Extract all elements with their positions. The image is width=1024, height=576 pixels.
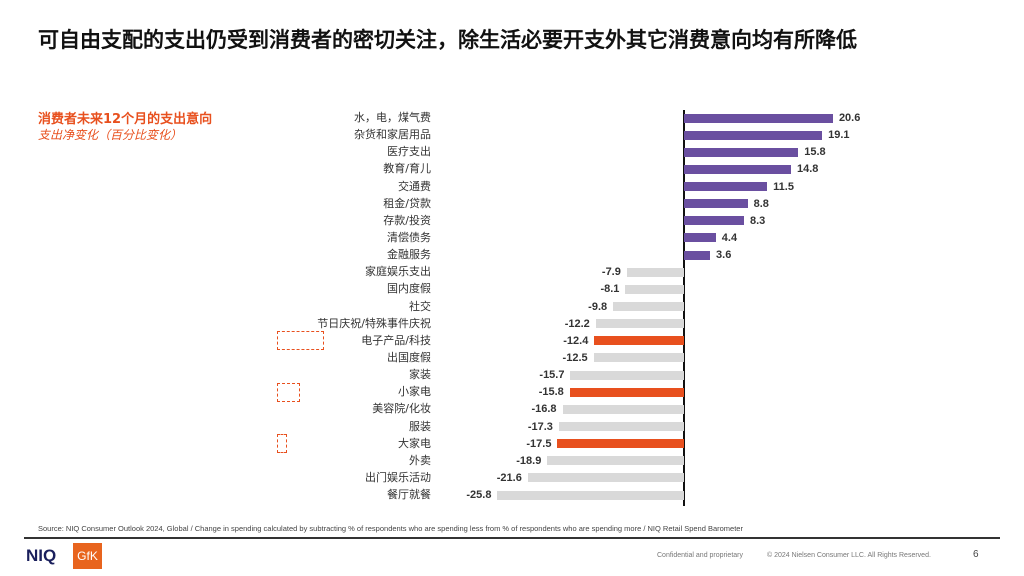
confidential-note: Confidential and proprietary	[657, 552, 743, 559]
data-label: 8.3	[750, 214, 766, 227]
data-label: -17.5	[526, 437, 552, 450]
data-label: -16.8	[531, 403, 557, 416]
category-label: 国内度假	[387, 282, 431, 296]
data-label: 8.8	[753, 197, 769, 210]
data-label: 15.8	[804, 146, 826, 159]
category-label: 外卖	[409, 453, 431, 467]
bar	[684, 216, 744, 226]
category-label: 教育/育儿	[383, 162, 431, 176]
data-label: 4.4	[721, 231, 738, 244]
bar-chart: 水，电，煤气费 20.6 杂货和家居用品 19.1 医疗支出 15.8 教育/育儿 14.8 交…	[277, 110, 861, 506]
bar	[557, 439, 684, 449]
source-note: Source: NIQ Consumer Outlook 2024, Globa…	[38, 524, 743, 533]
bar	[613, 302, 684, 312]
category-label: 杂货和家居用品	[354, 128, 431, 142]
data-label: -18.9	[516, 454, 542, 467]
data-label: 14.8	[797, 163, 819, 176]
data-label: 19.1	[828, 129, 850, 142]
bar	[684, 147, 799, 157]
category-label: 家庭娱乐支出	[365, 265, 431, 279]
bar	[684, 113, 833, 123]
chart-subtitle: 支出净变化（百分比变化）	[38, 128, 183, 142]
category-label: 家装	[409, 368, 431, 382]
bar	[570, 370, 684, 380]
bar	[547, 456, 684, 466]
highlight-box	[277, 331, 325, 351]
chart-title: 消费者未来12个月的支出意向	[38, 112, 213, 127]
data-label: 3.6	[716, 249, 732, 262]
data-label: -12.2	[564, 317, 590, 330]
category-label: 电子产品/科技	[361, 333, 431, 347]
category-label: 租金/贷款	[383, 196, 431, 210]
category-label: 餐厅就餐	[387, 488, 431, 502]
bar	[558, 422, 684, 432]
bar	[595, 319, 684, 329]
bar	[593, 353, 684, 363]
data-label: -7.9	[601, 266, 621, 279]
bar	[562, 404, 684, 414]
category-label: 水，电，煤气费	[354, 111, 431, 124]
data-label: -15.7	[539, 369, 565, 382]
category-label: 大家电	[398, 436, 431, 450]
category-label: 服装	[409, 419, 431, 433]
copyright: © 2024 Nielsen Consumer LLC. All Rights …	[767, 552, 931, 559]
data-label: -8.1	[600, 283, 620, 296]
bar	[684, 199, 748, 209]
footer-divider	[24, 537, 1000, 539]
zero-axis	[683, 110, 685, 506]
data-label: -12.5	[562, 351, 588, 364]
bar	[684, 182, 768, 192]
category-label: 节日庆祝/特殊事件庆祝	[317, 316, 431, 330]
bar	[684, 233, 716, 243]
category-label: 社交	[409, 299, 431, 313]
bar	[684, 130, 823, 140]
category-label: 美容院/化妆	[372, 402, 431, 416]
bar	[594, 336, 684, 346]
bar	[625, 284, 684, 294]
data-label: -12.4	[563, 334, 589, 347]
category-label: 出门娱乐活动	[365, 470, 431, 484]
category-label: 出国度假	[387, 350, 431, 364]
page-number: 6	[973, 549, 979, 560]
category-label: 清偿债务	[387, 230, 431, 244]
category-label: 小家电	[398, 385, 431, 399]
niq-logo: NIQ	[26, 546, 57, 565]
bar	[569, 387, 684, 397]
data-label: -25.8	[466, 489, 492, 502]
category-label: 医疗支出	[387, 145, 431, 159]
bar	[684, 164, 791, 174]
data-label: 20.6	[838, 112, 861, 124]
gfk-logo: GfK	[73, 543, 102, 569]
bar	[527, 473, 684, 483]
bar	[626, 267, 684, 277]
data-label: -17.3	[527, 420, 553, 433]
category-label: 交通费	[398, 179, 431, 193]
category-label: 存款/投资	[383, 213, 431, 227]
data-label: 11.5	[773, 180, 794, 193]
highlight-box	[277, 434, 288, 454]
data-label: -9.8	[588, 300, 608, 313]
highlight-box	[277, 382, 300, 402]
data-label: -15.8	[538, 386, 564, 399]
bar	[497, 490, 684, 500]
data-label: -21.6	[496, 471, 522, 484]
bar	[684, 250, 711, 260]
category-label: 金融服务	[387, 248, 431, 262]
page-title: 可自由支配的支出仍受到消费者的密切关注，除生活必要开支外其它消费意向均有所降低	[38, 28, 857, 52]
